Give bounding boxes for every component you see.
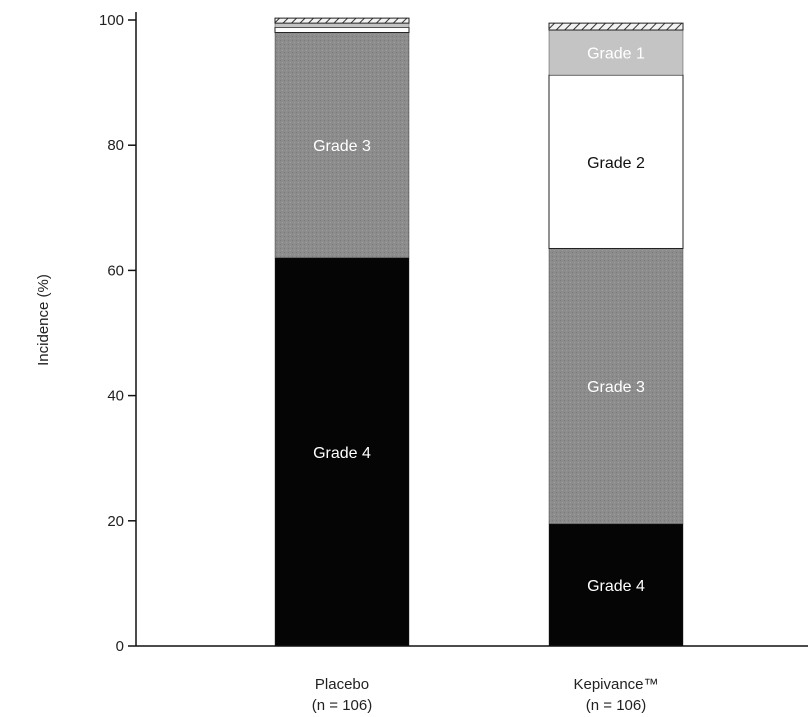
x-category-label: Placebo bbox=[315, 676, 369, 693]
segment-label: Grade 4 bbox=[587, 578, 645, 595]
y-tick-label: 60 bbox=[107, 262, 124, 279]
x-category-label: Kepivance™ bbox=[573, 676, 658, 693]
bar-segment-grade-2 bbox=[274, 27, 410, 34]
segment-label: Grade 1 bbox=[587, 46, 645, 63]
x-category-sublabel: (n = 106) bbox=[312, 697, 372, 714]
bar-segment-grade-0 bbox=[274, 17, 410, 24]
segment-label: Grade 3 bbox=[313, 138, 371, 155]
y-tick-label: 80 bbox=[107, 137, 124, 154]
y-tick-label: 100 bbox=[99, 12, 124, 29]
segment-label: Grade 3 bbox=[587, 379, 645, 396]
bar-segment-grade-3 bbox=[274, 32, 410, 259]
bar-segment-grade-2 bbox=[548, 74, 684, 249]
segment-label: Grade 2 bbox=[587, 155, 645, 172]
y-axis-title: Incidence (%) bbox=[35, 274, 52, 366]
bar-segment-grade-1 bbox=[274, 22, 410, 28]
segment-label: Grade 4 bbox=[313, 445, 371, 462]
y-tick-label: 40 bbox=[107, 388, 124, 405]
x-category-sublabel: (n = 106) bbox=[586, 697, 646, 714]
bar-segment-grade-4 bbox=[274, 257, 410, 647]
y-tick-label: 20 bbox=[107, 513, 124, 530]
y-tick-label: 0 bbox=[116, 638, 124, 655]
bars-group: Grade 4 Grade 3 Grade 4 Grade 3 Grade 2 Grade… bbox=[274, 17, 684, 647]
bar-segment-grade-0 bbox=[548, 22, 684, 31]
bar-segment-grade-1 bbox=[548, 29, 684, 76]
bar-segment-grade-3 bbox=[548, 248, 684, 525]
axes-group: 0 20 40 60 80 100 Placebo (n = 106) Kepivance™ (n… bbox=[99, 12, 808, 714]
